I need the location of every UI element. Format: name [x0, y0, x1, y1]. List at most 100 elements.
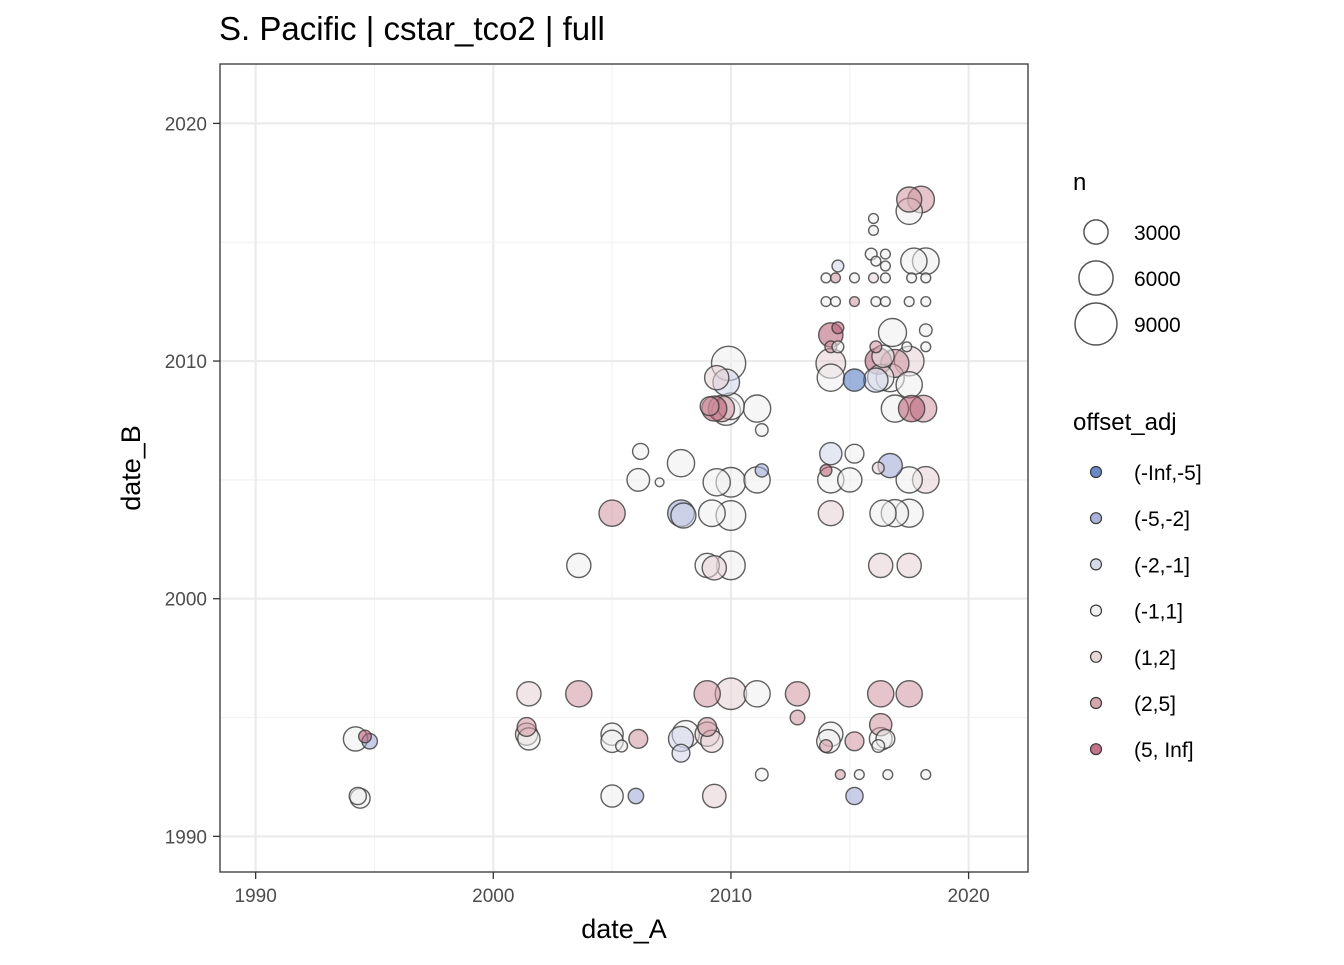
data-point — [358, 729, 373, 744]
data-point — [870, 296, 882, 308]
x-tick-label: 2010 — [710, 886, 752, 907]
data-point — [901, 341, 913, 353]
data-point — [842, 368, 867, 392]
data-point — [348, 786, 368, 806]
data-point — [614, 739, 629, 753]
data-point — [701, 783, 727, 809]
size-legend-label: 6000 — [1134, 268, 1181, 291]
data-point — [820, 272, 832, 284]
y-tick-label: 2010 — [165, 352, 207, 373]
data-point — [877, 317, 908, 348]
color-legend-title: offset_adj — [1073, 409, 1177, 436]
data-point — [897, 394, 926, 423]
data-point — [831, 340, 845, 354]
color-legend-key — [1089, 743, 1103, 756]
data-point — [819, 739, 834, 754]
data-point — [784, 681, 811, 707]
color-legend: offset_adj (-Inf,-5] (-5,-2] (-2,-1] (-1,1]… — [1073, 409, 1202, 762]
data-point — [879, 272, 892, 284]
color-legend-label: (-5,-2] — [1134, 508, 1190, 531]
size-legend-label: 3000 — [1134, 222, 1181, 245]
data-point — [566, 552, 592, 579]
data-point — [895, 466, 924, 494]
data-point — [754, 463, 770, 478]
x-tick-label: 2000 — [472, 886, 514, 907]
data-point — [819, 441, 843, 466]
color-legend-key — [1089, 604, 1103, 617]
data-points — [342, 185, 940, 809]
data-point — [670, 502, 697, 529]
size-legend-title: n — [1073, 169, 1086, 196]
chart-title: S. Pacific | cstar_tco2 | full — [219, 10, 605, 47]
color-legend-key — [1089, 512, 1103, 525]
data-point — [895, 680, 924, 708]
data-point — [600, 784, 624, 808]
color-legend-label: (-2,-1] — [1134, 554, 1190, 577]
data-point — [844, 443, 865, 464]
axes: 1990 2000 2010 2020 1990 2000 2010 2020 — [165, 114, 990, 907]
data-point — [742, 394, 772, 423]
y-tick-label: 1990 — [165, 827, 207, 848]
data-point — [829, 272, 842, 284]
color-legend-key — [1089, 465, 1103, 479]
data-point — [820, 296, 832, 308]
data-point — [627, 787, 645, 805]
x-tick-label: 1990 — [235, 886, 277, 907]
data-point — [831, 259, 845, 273]
data-point — [848, 296, 861, 308]
data-point — [896, 552, 923, 579]
data-point — [844, 731, 865, 752]
data-point — [703, 364, 730, 391]
data-point — [845, 786, 864, 806]
data-point — [626, 467, 651, 492]
data-point — [853, 768, 865, 781]
grid — [220, 64, 1028, 872]
data-point — [697, 499, 726, 528]
data-point — [900, 247, 928, 276]
data-point — [867, 212, 880, 225]
y-tick-label: 2020 — [165, 114, 207, 135]
plot-panel-border — [219, 63, 1029, 873]
data-point — [879, 296, 892, 308]
color-legend-label: (-1,1] — [1134, 601, 1183, 624]
y-tick-label: 2000 — [165, 590, 207, 611]
x-tick-label: 2020 — [947, 886, 989, 907]
data-point — [870, 255, 882, 267]
data-point — [789, 709, 806, 726]
data-point — [516, 681, 542, 707]
y-axis-label: date_B — [116, 425, 146, 511]
size-legend-label: 9000 — [1134, 314, 1181, 337]
color-legend-key — [1089, 696, 1103, 710]
data-point — [837, 467, 863, 493]
data-point — [882, 768, 894, 781]
data-point — [697, 716, 718, 738]
size-legend-key — [1078, 260, 1114, 296]
color-legend-label: (-Inf,-5] — [1134, 462, 1202, 485]
data-point — [920, 768, 932, 781]
data-point — [565, 680, 593, 708]
data-point — [829, 296, 842, 308]
data-point — [693, 680, 722, 708]
size-legend-key — [1074, 302, 1118, 346]
data-point — [866, 680, 895, 708]
data-point — [516, 716, 537, 738]
data-point — [869, 340, 883, 354]
data-point — [631, 442, 650, 461]
data-point — [628, 728, 649, 749]
color-legend-label: (2,5] — [1134, 693, 1176, 716]
data-point — [699, 396, 720, 417]
data-point — [905, 272, 918, 284]
data-point — [879, 260, 892, 272]
data-point — [871, 739, 886, 754]
data-point — [848, 272, 861, 284]
data-point — [879, 248, 892, 260]
data-point — [867, 272, 880, 284]
data-point — [831, 321, 845, 335]
data-point — [671, 743, 691, 763]
data-point — [743, 680, 771, 708]
data-point — [871, 461, 885, 475]
data-point — [701, 555, 728, 581]
data-point — [754, 423, 769, 438]
data-point — [895, 370, 924, 399]
data-point — [666, 448, 696, 478]
